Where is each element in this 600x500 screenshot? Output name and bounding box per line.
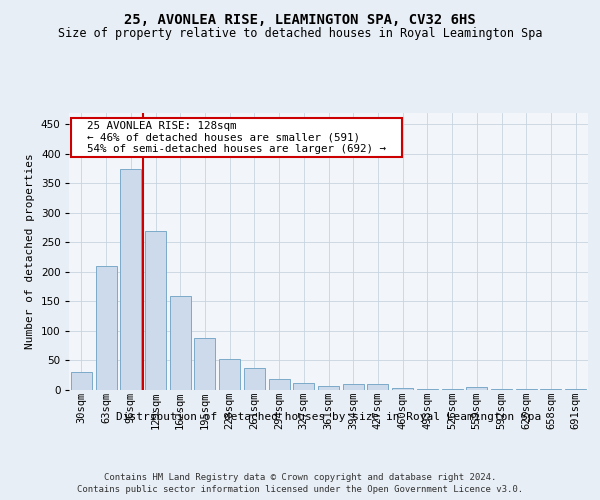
Bar [244, 368, 265, 390]
Text: Size of property relative to detached houses in Royal Leamington Spa: Size of property relative to detached ho… [58, 28, 542, 40]
Bar [565, 389, 586, 390]
Bar [367, 384, 388, 390]
Bar [120, 168, 141, 390]
Bar [71, 372, 92, 390]
Bar [466, 387, 487, 390]
Text: 25 AVONLEA RISE: 128sqm  
  ← 46% of detached houses are smaller (591)  
  54% o: 25 AVONLEA RISE: 128sqm ← 46% of detache… [74, 121, 399, 154]
Bar [318, 386, 339, 390]
Text: Contains public sector information licensed under the Open Government Licence v3: Contains public sector information licen… [77, 485, 523, 494]
Bar [392, 388, 413, 390]
Bar [417, 389, 438, 390]
Bar [194, 338, 215, 390]
Y-axis label: Number of detached properties: Number of detached properties [25, 154, 35, 349]
Text: Distribution of detached houses by size in Royal Leamington Spa: Distribution of detached houses by size … [116, 412, 541, 422]
Text: 25, AVONLEA RISE, LEAMINGTON SPA, CV32 6HS: 25, AVONLEA RISE, LEAMINGTON SPA, CV32 6… [124, 12, 476, 26]
Bar [95, 266, 116, 390]
Bar [293, 383, 314, 390]
Bar [343, 384, 364, 390]
Text: Contains HM Land Registry data © Crown copyright and database right 2024.: Contains HM Land Registry data © Crown c… [104, 472, 496, 482]
Bar [269, 379, 290, 390]
Bar [145, 230, 166, 390]
Bar [219, 360, 240, 390]
Bar [170, 296, 191, 390]
